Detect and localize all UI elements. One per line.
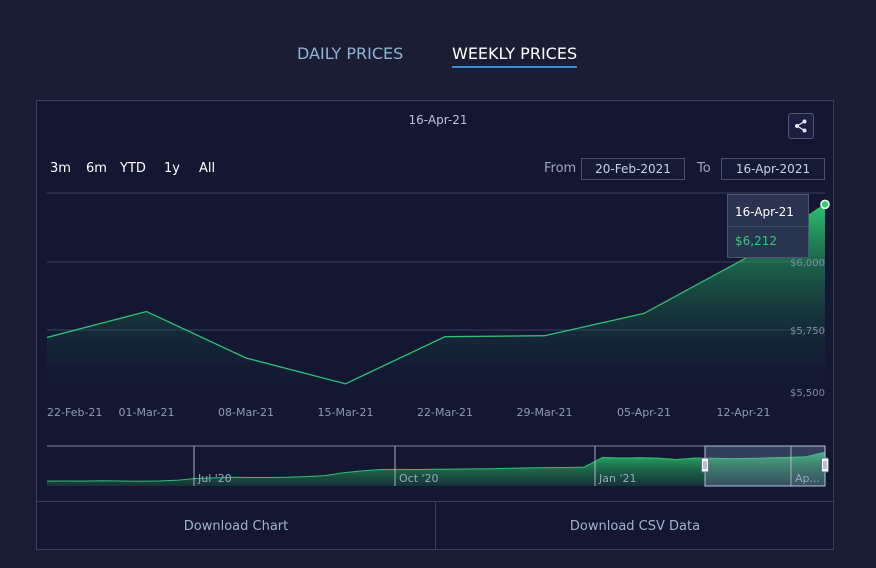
tooltip-date: 16-Apr-21 (735, 205, 794, 219)
tooltip: 16-Apr-21 $6,212 (727, 194, 809, 258)
x-tick-label: 12-Apr-21 (716, 406, 770, 419)
navigator-handle-right[interactable] (821, 457, 829, 473)
download-bar: Download Chart Download CSV Data (37, 501, 834, 550)
tooltip-divider (728, 226, 808, 227)
to-label: To (697, 161, 711, 176)
range-button-1y[interactable]: 1y (164, 161, 180, 176)
share-icon (795, 119, 807, 133)
price-line (46, 203, 826, 385)
range-button-6m[interactable]: 6m (86, 161, 107, 176)
navigator-label: Jul '20 (197, 472, 232, 485)
x-tick-label: 22-Mar-21 (417, 406, 473, 419)
share-button[interactable] (788, 113, 814, 139)
navigator-label: Ap... (795, 472, 820, 485)
chart-title: 16-Apr-21 (408, 113, 468, 127)
download-chart-button[interactable]: Download Chart (37, 502, 436, 550)
x-tick-label: 22-Feb-21 (47, 406, 102, 419)
navigator-label: Jan '21 (598, 472, 636, 485)
x-tick-label: 29-Mar-21 (517, 406, 573, 419)
navigator-line (46, 451, 826, 482)
x-tick-label: 08-Mar-21 (218, 406, 274, 419)
y-tick-label: $5,750 (790, 326, 825, 337)
price-tabs: DAILY PRICES WEEKLY PRICES (0, 44, 876, 74)
selected-data-point[interactable] (820, 199, 830, 210)
range-button-all[interactable]: All (199, 161, 216, 176)
range-button-3m[interactable]: 3m (50, 161, 71, 176)
price-area (47, 204, 825, 398)
from-label: From (544, 161, 577, 176)
y-tick-label: $6,000 (790, 258, 825, 269)
x-tick-label: 01-Mar-21 (119, 406, 175, 419)
tab-daily-prices[interactable]: DAILY PRICES (297, 44, 404, 63)
range-button-ytd[interactable]: YTD (120, 161, 146, 176)
tooltip-value: $6,212 (735, 234, 777, 248)
navigator-handle-left[interactable] (701, 457, 709, 473)
to-date-input[interactable] (721, 158, 825, 180)
x-tick-label: 15-Mar-21 (318, 406, 374, 419)
active-tab-underline (452, 66, 578, 68)
download-csv-button[interactable]: Download CSV Data (569, 518, 701, 534)
x-tick-label: 05-Apr-21 (617, 406, 671, 419)
tab-weekly-prices-label: WEEKLY PRICES (452, 44, 578, 63)
from-date-input[interactable] (581, 158, 685, 180)
y-tick-label: $5,500 (790, 388, 825, 399)
navigator-label: Oct '20 (399, 472, 439, 485)
tab-weekly-prices[interactable]: WEEKLY PRICES (452, 44, 578, 68)
navigator-selection[interactable] (704, 445, 826, 487)
